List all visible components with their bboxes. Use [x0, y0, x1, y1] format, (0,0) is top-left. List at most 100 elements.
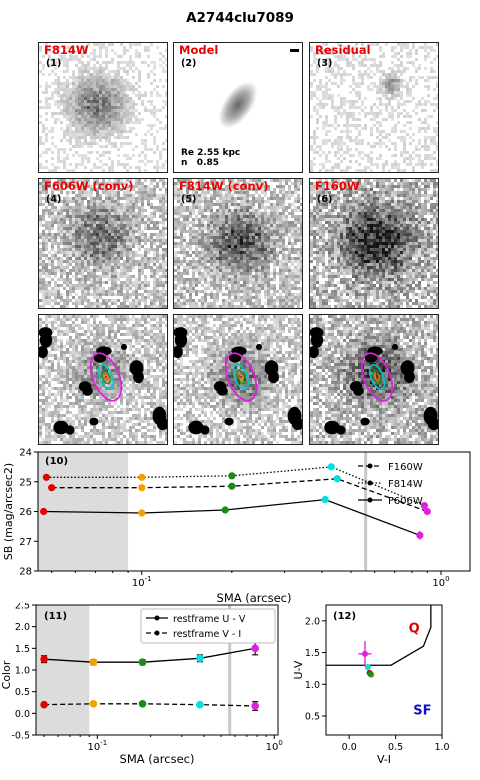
noise-pixel	[234, 218, 237, 221]
noise-pixel	[243, 293, 246, 296]
noise-pixel	[126, 109, 129, 112]
noise-pixel	[69, 287, 72, 290]
noise-pixel	[310, 70, 313, 73]
noise-pixel	[319, 88, 322, 91]
noise-pixel	[138, 197, 141, 200]
noise-pixel	[96, 293, 99, 296]
noise-pixel	[319, 79, 322, 82]
noise-pixel	[102, 130, 105, 133]
noise-pixel	[135, 179, 138, 182]
noise-pixel	[129, 269, 132, 272]
noise-pixel	[394, 172, 397, 173]
noise-pixel	[180, 251, 183, 254]
noise-pixel	[150, 109, 153, 112]
noise-pixel	[210, 206, 213, 209]
noise-pixel	[334, 121, 337, 124]
noise-pixel	[78, 163, 81, 166]
noise-pixel	[57, 302, 60, 305]
noise-pixel	[156, 224, 159, 227]
noise-pixel	[54, 182, 57, 185]
noise-pixel	[382, 88, 385, 91]
noise-pixel	[48, 73, 51, 76]
noise-pixel	[201, 239, 204, 242]
noise-pixel	[418, 130, 421, 133]
noise-pixel	[352, 118, 355, 121]
noise-pixel	[240, 191, 243, 194]
noise-pixel	[376, 127, 379, 130]
noise-pixel	[418, 157, 421, 160]
noise-pixel	[84, 157, 87, 160]
noise-pixel	[252, 281, 255, 284]
noise-pixel	[213, 203, 216, 206]
noise-pixel	[144, 263, 147, 266]
noise-pixel	[87, 73, 90, 76]
noise-pixel	[240, 269, 243, 272]
noise-pixel	[162, 236, 165, 239]
noise-pixel	[264, 218, 267, 221]
noise-pixel	[222, 200, 225, 203]
noise-pixel	[183, 278, 186, 281]
noise-pixel	[78, 257, 81, 260]
noise-pixel	[177, 272, 180, 275]
noise-pixel	[48, 85, 51, 88]
noise-pixel	[394, 97, 397, 100]
noise-pixel	[340, 148, 343, 151]
noise-pixel	[346, 130, 349, 133]
noise-pixel	[192, 221, 195, 224]
noise-pixel	[240, 254, 243, 257]
noise-pixel	[370, 70, 373, 73]
noise-pixel	[204, 296, 207, 299]
noise-pixel	[105, 182, 108, 185]
noise-pixel	[129, 197, 132, 200]
noise-pixel	[322, 139, 325, 142]
noise-pixel	[96, 188, 99, 191]
noise-pixel	[430, 157, 433, 160]
noise-pixel	[120, 118, 123, 121]
noise-pixel	[165, 239, 167, 242]
noise-pixel	[300, 230, 302, 233]
noise-pixel	[204, 245, 207, 248]
noise-pixel	[87, 230, 90, 233]
noise-pixel	[42, 197, 45, 200]
noise-pixel	[279, 203, 282, 206]
noise-pixel	[120, 97, 123, 100]
noise-pixel	[391, 163, 394, 166]
noise-pixel	[54, 112, 57, 115]
noise-pixel	[78, 61, 81, 64]
noise-pixel	[246, 275, 249, 278]
noise-pixel	[376, 166, 379, 169]
noise-pixel	[141, 233, 144, 236]
noise-pixel	[198, 200, 201, 203]
noise-pixel	[129, 221, 132, 224]
noise-pixel	[267, 239, 270, 242]
noise-pixel	[141, 245, 144, 248]
noise-pixel	[129, 257, 132, 260]
noise-pixel	[204, 215, 207, 218]
noise-pixel	[147, 227, 150, 230]
noise-pixel	[234, 263, 237, 266]
noise-pixel	[391, 118, 394, 121]
noise-pixel	[123, 272, 126, 275]
noise-pixel	[249, 230, 252, 233]
noise-pixel	[96, 115, 99, 118]
noise-pixel	[204, 197, 207, 200]
noise-pixel	[96, 157, 99, 160]
noise-pixel	[201, 242, 204, 245]
noise-pixel	[337, 85, 340, 88]
noise-pixel	[225, 266, 228, 269]
noise-pixel	[165, 64, 167, 67]
noise-pixel	[81, 239, 84, 242]
noise-pixel	[409, 172, 412, 173]
noise-pixel	[391, 115, 394, 118]
noise-pixel	[66, 272, 69, 275]
noise-pixel	[403, 67, 406, 70]
noise-pixel	[60, 94, 63, 97]
noise-pixel	[111, 79, 114, 82]
noise-pixel	[198, 182, 201, 185]
noise-pixel	[273, 224, 276, 227]
noise-pixel	[69, 133, 72, 136]
noise-pixel	[120, 290, 123, 293]
noise-pixel	[147, 148, 150, 151]
noise-pixel	[228, 278, 231, 281]
noise-pixel	[183, 230, 186, 233]
